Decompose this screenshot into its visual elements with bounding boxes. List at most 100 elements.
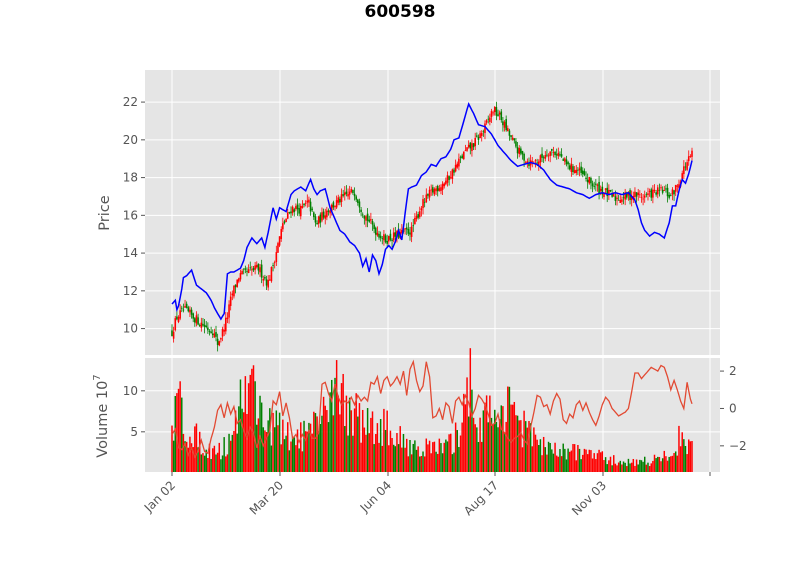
volume-bar [293, 437, 295, 472]
candle-body [296, 204, 299, 210]
volume-bar [278, 412, 281, 472]
volume-bar [492, 424, 494, 472]
x-tick-label: Jun 04 [357, 478, 394, 515]
volume-bar [523, 410, 525, 472]
candle-body [583, 171, 586, 175]
volume-bar [430, 453, 432, 472]
volume-bar [296, 429, 299, 472]
volume-bar [207, 458, 209, 472]
candle-body [316, 222, 318, 225]
candle-body [224, 317, 227, 332]
volume-bar [559, 449, 561, 472]
candle-body [546, 154, 548, 156]
volume-bar [471, 389, 473, 472]
candle-body [438, 188, 441, 191]
candle-body [360, 209, 362, 212]
price-gridlines [145, 70, 720, 355]
candle-body [462, 151, 465, 160]
volume-bar [427, 444, 429, 472]
candle-body [187, 307, 190, 312]
volume-bar [601, 451, 604, 472]
volume-bar [466, 377, 468, 472]
candle-body [528, 163, 530, 167]
volume-bar [358, 403, 361, 472]
volume-bar [392, 444, 395, 472]
candle-body [185, 303, 188, 308]
price-y-tick-label: 14 [123, 246, 138, 260]
x-tick-label: Mar 20 [247, 478, 286, 517]
candle-body [476, 135, 478, 137]
candle-body [624, 192, 626, 200]
volume-bar [598, 449, 600, 472]
candle-body [420, 208, 423, 211]
candle-body [192, 313, 194, 319]
volume-bar [533, 427, 535, 472]
candle-body [578, 168, 581, 171]
volume-bar [379, 419, 382, 472]
candle-body [567, 162, 569, 165]
candle-body [541, 153, 543, 158]
volume-bar [565, 459, 568, 472]
volume-bar [507, 386, 509, 472]
candle-body [568, 165, 571, 170]
candle-body [410, 226, 413, 237]
volume-bar [234, 410, 237, 472]
volume-bar [257, 418, 260, 472]
candle-body [259, 267, 261, 273]
volume-label-text: Volume 10 [95, 381, 111, 458]
candle-body [329, 210, 331, 214]
candle-body [656, 187, 659, 195]
candle-body [520, 148, 522, 154]
candle-body [585, 177, 587, 179]
volume-bar [436, 453, 439, 472]
volume-bar [353, 408, 356, 472]
candle-body [604, 188, 607, 190]
candle-body [334, 205, 336, 207]
candle-body [446, 175, 449, 183]
volume-bar [446, 441, 449, 472]
volume-bar [350, 410, 353, 472]
volume-y-tick-label: 5 [130, 425, 138, 439]
candle-body [171, 330, 173, 337]
volume-bar [304, 431, 307, 472]
volume-bar [617, 462, 620, 472]
volume-bar [272, 412, 274, 472]
candle-body [497, 114, 499, 117]
candle-body [226, 317, 229, 319]
volume-bar [277, 425, 279, 472]
volume-bar [564, 448, 566, 472]
volume-bar [450, 433, 452, 472]
candle-body [549, 151, 551, 156]
candle-body [634, 191, 636, 197]
volume-bar [616, 465, 618, 472]
volume-bar [181, 397, 183, 472]
candle-body [570, 163, 573, 172]
volume-bar [212, 448, 214, 472]
candle-body [471, 143, 473, 151]
candle-body [599, 188, 602, 191]
candle-body [635, 192, 638, 197]
volume-bar [368, 433, 370, 472]
volume-bar [233, 430, 235, 472]
candle-body [298, 208, 300, 214]
candle-body [324, 215, 327, 219]
volume-bar [195, 423, 198, 472]
candle-body [322, 211, 325, 218]
candle-body [542, 157, 545, 159]
candle-body [272, 265, 274, 266]
volume-bar [614, 463, 617, 472]
candle-body [547, 155, 550, 157]
volume-bar [668, 456, 670, 472]
volume-bar [324, 405, 326, 472]
volume-bar [531, 446, 533, 472]
volume-bar [510, 404, 512, 472]
volume-bar [332, 415, 335, 472]
volume-bar [215, 454, 217, 472]
volume-bar [378, 442, 380, 472]
volume-bar [489, 395, 491, 472]
candle-body [652, 189, 654, 198]
volume-bar [192, 447, 194, 472]
candle-body [304, 202, 307, 204]
volume-bar [655, 458, 657, 472]
volume-bar [242, 412, 245, 472]
